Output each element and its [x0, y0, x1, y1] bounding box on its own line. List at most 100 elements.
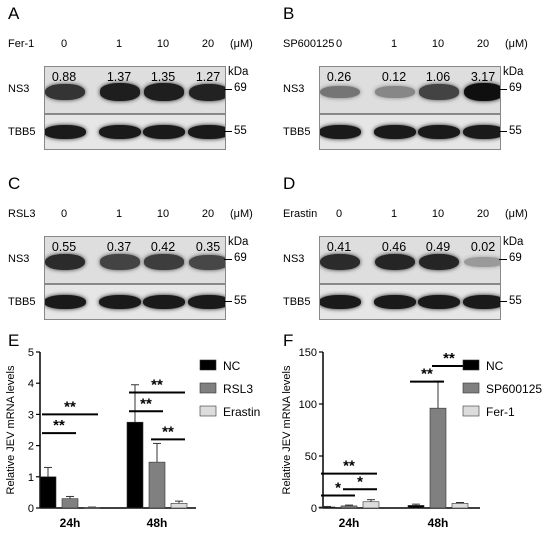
significance-label: **	[140, 395, 152, 412]
y-axis-label: Relative JEV mRNA levels	[5, 365, 17, 494]
mw-target-label: 69	[509, 82, 522, 94]
significance-label: **	[162, 423, 174, 440]
tbb5-band	[374, 125, 416, 139]
mw-control-label: 55	[234, 295, 247, 307]
legend-label: NC	[223, 359, 241, 373]
mw-marker-tick	[499, 301, 507, 302]
ns3-band	[464, 83, 500, 101]
ns3-blot	[319, 236, 501, 284]
ns3-band	[144, 83, 184, 101]
significance-label: **	[343, 458, 355, 475]
panel-letter: C	[8, 174, 21, 193]
tbb5-band	[374, 295, 416, 309]
bar	[148, 461, 166, 509]
ns3-band	[100, 83, 140, 101]
ns3-blot	[44, 66, 226, 114]
concentration-label: 0	[335, 208, 343, 220]
treatment-label: RSL3	[8, 208, 36, 220]
panel-letter: B	[283, 4, 295, 23]
concentration-label: 20	[201, 38, 215, 50]
legend-label: Erastin	[223, 405, 260, 419]
tbb5-band	[188, 125, 225, 139]
densitometry-value: 0.88	[51, 70, 77, 84]
concentration-label: 20	[476, 38, 490, 50]
ns3-band	[189, 254, 225, 270]
legend-label: Fer-1	[486, 405, 515, 419]
unit-label: (μM)	[230, 208, 253, 220]
unit-label: (μM)	[505, 208, 528, 220]
ns3-band	[375, 86, 415, 98]
legend-label: RSL3	[223, 382, 253, 396]
ns3-band	[189, 83, 225, 101]
y-tick-label: 150	[299, 347, 317, 359]
x-tick-label: 24h	[60, 516, 81, 530]
panel-letter: D	[283, 174, 296, 193]
control-protein-label: TBB5	[8, 296, 36, 308]
concentration-label: 20	[476, 208, 490, 220]
concentration-label: 0	[60, 208, 68, 220]
tbb5-band	[418, 295, 460, 309]
tbb5-band	[45, 125, 86, 139]
y-tick-label: 5	[28, 347, 34, 359]
y-tick-label: 50	[305, 451, 317, 463]
kda-label: kDa	[503, 236, 524, 248]
densitometry-value: 0.55	[51, 240, 77, 254]
unit-label: (μM)	[505, 38, 528, 50]
tbb5-blot	[44, 114, 226, 150]
bar	[39, 476, 57, 509]
significance-label: **	[421, 366, 433, 383]
bar	[362, 501, 380, 509]
significance-label: **	[64, 398, 76, 415]
densitometry-value: 0.02	[470, 240, 496, 254]
significance-label: *	[357, 473, 363, 490]
tbb5-band	[320, 125, 361, 139]
mw-marker-tick	[224, 89, 232, 90]
mw-marker-tick	[499, 131, 507, 132]
mw-target-label: 69	[234, 82, 247, 94]
concentration-label: 0	[335, 38, 343, 50]
control-protein-label: TBB5	[8, 126, 36, 138]
bar	[126, 421, 144, 509]
control-protein-label: TBB5	[283, 296, 311, 308]
concentration-label: 1	[390, 208, 398, 220]
panel-letter: E	[8, 331, 19, 350]
legend-label: SP600125	[486, 382, 542, 396]
tbb5-band	[143, 295, 185, 309]
densitometry-value: 1.35	[150, 70, 176, 84]
treatment-label: Fer-1	[8, 38, 35, 50]
chart-f: F Relative JEV mRNA levels 0 50 100 150 24h 48h…	[281, 331, 542, 530]
densitometry-value: 0.37	[106, 240, 132, 254]
mw-target-label: 69	[509, 252, 522, 264]
concentration-label: 1	[115, 208, 123, 220]
blot-panel-a: A Fer-1 0 1 10 20 (μM) 0.88 1.37 1.35 1.27 NS3 TBB5 k…	[0, 0, 275, 170]
panel-letter: A	[8, 4, 20, 23]
densitometry-value: 1.06	[425, 70, 451, 84]
control-protein-label: TBB5	[283, 126, 311, 138]
target-protein-label: NS3	[283, 253, 305, 265]
y-tick-label: 4	[28, 378, 34, 390]
kda-label: kDa	[228, 66, 249, 78]
x-tick-label: 48h	[147, 516, 168, 530]
mw-marker-tick	[224, 301, 232, 302]
ns3-band	[320, 85, 360, 99]
y-tick-label: 100	[299, 399, 317, 411]
mw-control-label: 55	[509, 125, 522, 137]
bar	[451, 503, 469, 509]
bar	[318, 506, 336, 509]
ns3-band	[375, 253, 415, 271]
mw-marker-tick	[499, 89, 507, 90]
y-tick-label: 0	[28, 503, 34, 515]
ns3-band	[45, 253, 85, 271]
tbb5-band	[45, 295, 86, 309]
densitometry-value: 0.41	[326, 240, 352, 254]
concentration-label: 10	[431, 208, 445, 220]
y-axis-label: Relative JEV mRNA levels	[281, 365, 293, 494]
densitometry-value: 0.46	[381, 240, 407, 254]
mw-control-label: 55	[509, 295, 522, 307]
ns3-blot	[319, 66, 501, 114]
bar	[407, 505, 425, 509]
densitometry-value: 0.49	[425, 240, 451, 254]
tbb5-band	[99, 295, 141, 309]
significance-label: **	[151, 377, 163, 394]
significance-label: **	[443, 350, 455, 367]
